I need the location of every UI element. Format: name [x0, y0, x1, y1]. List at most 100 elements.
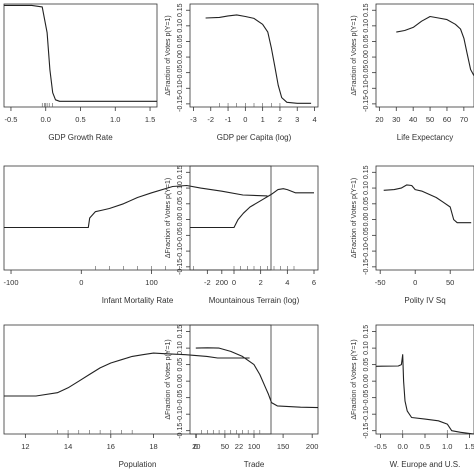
dependence-line	[396, 15, 474, 77]
dependence-line	[4, 352, 250, 397]
y-tick-label: -0.05	[177, 390, 184, 406]
x-tick-label: 1.0	[110, 115, 120, 124]
y-axis-title: ΔFraction of Votes p(Y=1)	[351, 15, 358, 95]
plot-frame	[189, 165, 319, 271]
plot-frame	[3, 324, 272, 435]
panel-1: -0.5 0.0 0.5 1.0 1.5 GDP Growth Rate	[3, 3, 158, 142]
y-tick-label: 0.10	[177, 19, 184, 33]
x-tick-label: 1.5	[464, 442, 474, 451]
plot-frame	[375, 3, 474, 108]
y-tick-label: 0.15	[363, 3, 370, 17]
y-tick-label: -0.10	[363, 406, 370, 422]
panel-8: 0 50 100 150 200 0.15 0.10 0.05 0.00 -0.05-0.10-0…	[165, 324, 319, 469]
y-tick-label: 0.10	[177, 341, 184, 355]
x-tick-label: 200	[216, 278, 229, 287]
y-tick-label: 0.10	[363, 19, 370, 33]
x-tick-label: 3	[295, 115, 299, 124]
x-tick-label: 50	[426, 115, 434, 124]
plot-frame	[3, 3, 158, 108]
x-tick-label: -0.5	[4, 115, 17, 124]
y-tick-label: 0.00	[363, 50, 370, 64]
y-tick-label: 0.00	[177, 50, 184, 64]
x-tick-label: 18	[149, 442, 157, 451]
dependence-line	[205, 14, 312, 104]
x-tick-label: 22	[235, 442, 243, 451]
x-tick-label: 200	[306, 442, 319, 451]
x-tick-label: -100	[4, 278, 19, 287]
y-tick-label: 0.15	[363, 165, 370, 179]
y-tick-label: -0.15	[363, 259, 370, 275]
x-tick-label: 1.0	[442, 442, 452, 451]
y-tick-label: -0.05	[363, 390, 370, 406]
x-tick-label: 50	[446, 278, 454, 287]
dependence-line	[190, 188, 314, 229]
plot-frame	[189, 324, 319, 435]
y-axis-title: ΔFraction of Votes p(Y=1)	[351, 339, 358, 419]
x-tick-label: 0	[194, 442, 198, 451]
y-axis-title: ΔFraction of Votes p(Y=1)	[165, 178, 172, 258]
y-tick-label: 0.05	[177, 197, 184, 211]
x-tick-label: 60	[443, 115, 451, 124]
plot-frame	[189, 3, 319, 108]
dependence-line	[4, 4, 157, 102]
x-tick-label: 1	[261, 115, 265, 124]
x-tick-label: 100	[248, 442, 261, 451]
y-tick-label: 0.05	[363, 197, 370, 211]
x-tick-label: 0	[413, 278, 417, 287]
x-tick-label: 70	[460, 115, 468, 124]
y-tick-label: -0.15	[363, 96, 370, 112]
x-axis-title: Infant Mortality Rate	[102, 296, 174, 305]
x-tick-label: 0	[243, 115, 247, 124]
y-tick-label: 0.05	[177, 35, 184, 49]
x-tick-label: 4	[312, 115, 316, 124]
x-tick-label: 0.5	[420, 442, 430, 451]
plot-frame	[375, 324, 474, 435]
y-tick-label: -0.15	[177, 423, 184, 439]
y-tick-label: 0.15	[177, 165, 184, 179]
x-axis-title: Population	[119, 460, 157, 469]
x-tick-label: 14	[64, 442, 72, 451]
x-tick-label: -3	[190, 115, 197, 124]
y-tick-label: -0.10	[177, 406, 184, 422]
x-axis-title: Polity IV Sq	[404, 296, 445, 305]
y-tick-label: 0.05	[177, 358, 184, 372]
y-tick-label: -0.10	[177, 80, 184, 96]
panel-5: -2 0 2 4 6 0.15 0.10 0.05 0.00-0.05-0.10-0.15 ΔFr…	[165, 165, 319, 305]
x-tick-label: -1	[225, 115, 232, 124]
y-tick-label: -0.05	[177, 227, 184, 243]
y-tick-label: 0.15	[177, 325, 184, 339]
y-tick-label: -0.15	[177, 259, 184, 275]
panel-4: -100 0 100 200 Infant Mortality Rate	[4, 165, 272, 305]
panel-7: 12 14 16 18 20 22 Population	[3, 324, 272, 469]
y-tick-label: 0.15	[363, 325, 370, 339]
y-tick-label: -0.05	[363, 65, 370, 81]
y-tick-label: 0.00	[177, 213, 184, 227]
y-tick-label: 0.00	[363, 374, 370, 388]
y-tick-label: 0.05	[363, 35, 370, 49]
x-tick-label: 16	[107, 442, 115, 451]
x-tick-label: 2	[278, 115, 282, 124]
x-axis-title: Life Expectancy	[397, 133, 453, 142]
x-tick-label: 0.5	[75, 115, 85, 124]
x-axis-title: GDP Growth Rate	[48, 133, 113, 142]
y-axis-title: ΔFraction of Votes p(Y=1)	[165, 339, 172, 419]
y-tick-label: -0.10	[363, 80, 370, 96]
x-tick-label: -2	[207, 115, 214, 124]
x-axis-title: GDP per Capita (log)	[217, 133, 292, 142]
x-tick-label: 0	[232, 278, 236, 287]
x-tick-label: 2	[259, 278, 263, 287]
y-tick-label: 0.15	[177, 3, 184, 17]
dependence-line	[195, 347, 319, 409]
y-tick-label: -0.05	[177, 65, 184, 81]
panel-2: -3 -2 -1 0 1 2 3 4 0.15 0.10 0.050.00-0.05-0.10-0.…	[165, 3, 319, 142]
x-axis-title: W. Europe and U.S.	[390, 460, 461, 469]
plot-frame	[375, 165, 474, 271]
x-tick-label: 20	[375, 115, 383, 124]
panel-9: -0.5 0.0 0.5 1.0 1.50.150.100.050.00-0.05-0.…	[351, 324, 474, 469]
y-tick-label: -0.10	[363, 243, 370, 259]
x-tick-label: 50	[221, 442, 229, 451]
x-axis-title: Mountainous Terrain (log)	[209, 296, 300, 305]
y-tick-label: 0.00	[363, 213, 370, 227]
x-tick-label: 4	[285, 278, 289, 287]
y-tick-label: 0.05	[363, 358, 370, 372]
